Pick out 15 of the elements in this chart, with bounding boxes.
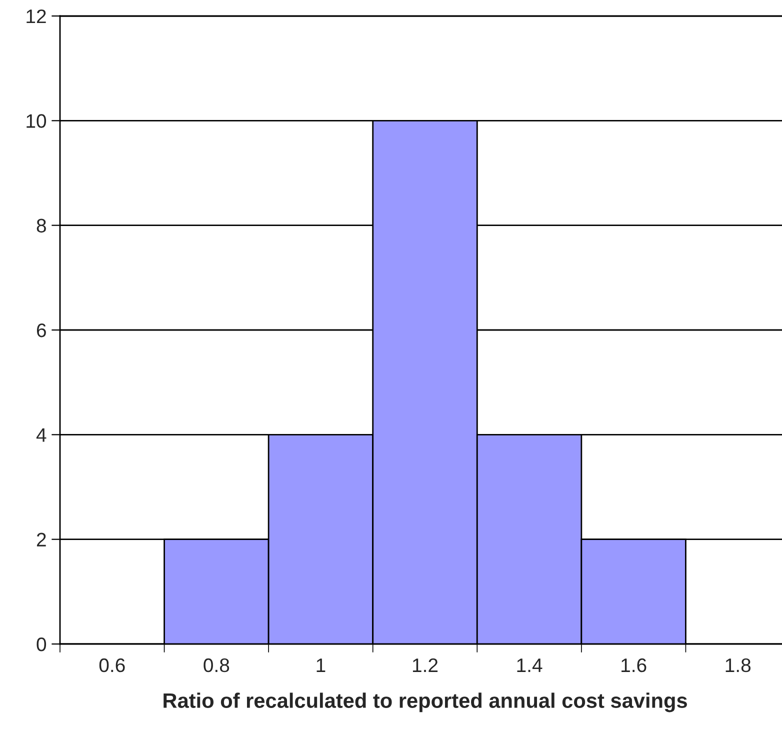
y-tick-label: 6 [36,323,46,338]
x-tick-label: 0.6 [99,658,125,672]
x-tick-label: 1.8 [726,658,751,672]
x-tick-label: 1.4 [517,658,542,672]
x-axis-title: Ratio of recalculated to reported annual cost savings [164,692,687,712]
y-tick-label: 8 [36,218,46,233]
y-tick-label: 10 [26,114,46,128]
y-tick-label: 12 [26,9,46,24]
y-tick-label: 2 [36,532,46,546]
y-tick-label: 0 [36,637,46,652]
y-tick-label: 4 [36,428,46,442]
x-tick-label: 1.2 [412,658,438,672]
x-tick-label: 1 [316,658,326,672]
x-tick-label: 0.8 [204,658,230,672]
x-tick-label: 1.6 [622,658,646,672]
